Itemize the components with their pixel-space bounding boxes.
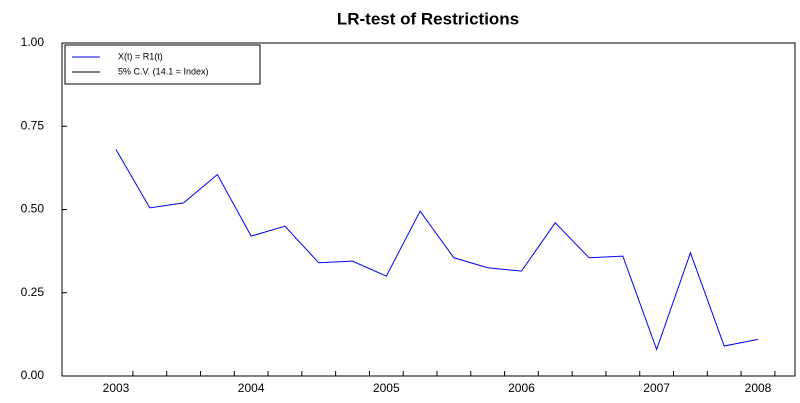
- x-tick-label: 2007: [643, 381, 670, 395]
- y-tick-label: 0.75: [21, 118, 45, 132]
- chart-title: LR-test of Restrictions: [337, 9, 519, 28]
- x-tick-label: 2004: [238, 381, 265, 395]
- y-tick-label: 0.25: [21, 285, 45, 299]
- y-tick-label: 0.00: [21, 368, 45, 382]
- y-tick-label: 0.50: [21, 202, 45, 216]
- x-tick-label: 2003: [103, 381, 130, 395]
- data-line: [115, 149, 759, 351]
- legend-label: 5% C.V. (14.1 = Index): [118, 66, 208, 76]
- plot-frame: [61, 42, 796, 377]
- x-tick-label: 2006: [508, 381, 535, 395]
- x-tick-label: 2008: [745, 381, 772, 395]
- x-tick-label: 2005: [373, 381, 400, 395]
- legend-label: X(t) = R1(t): [118, 51, 163, 61]
- legend-box: [64, 44, 261, 85]
- y-tick-label: 1.00: [21, 35, 45, 49]
